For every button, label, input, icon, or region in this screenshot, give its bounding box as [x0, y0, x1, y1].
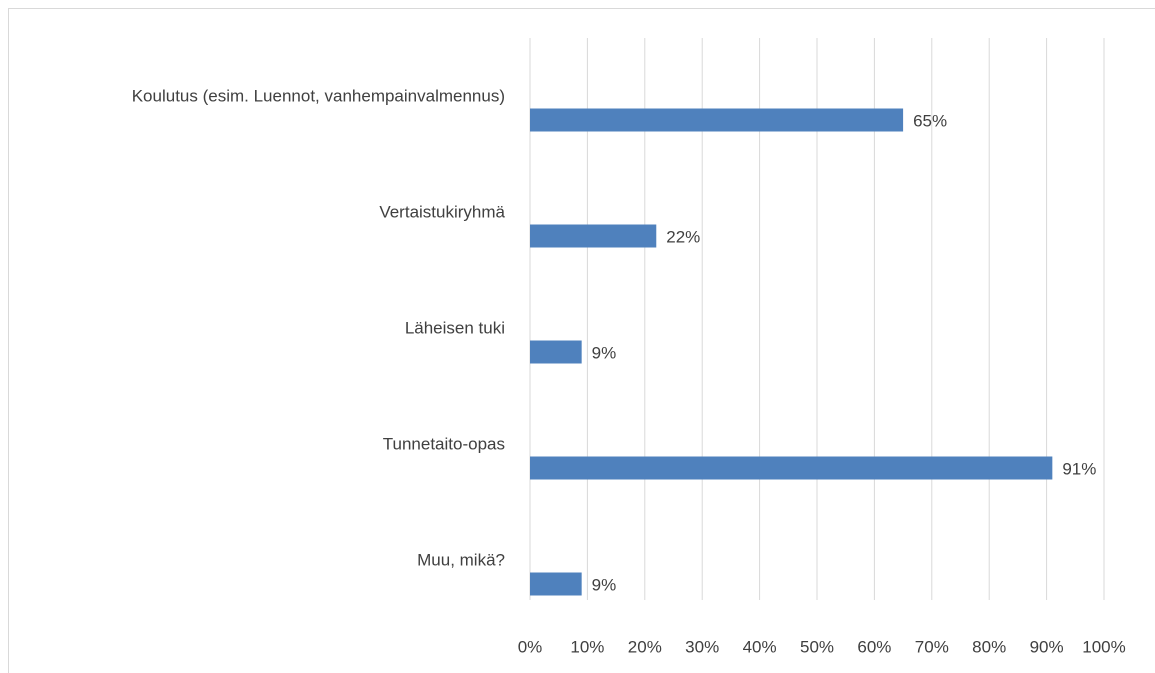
x-tick-label: 100%: [1082, 637, 1125, 656]
bar: [530, 108, 904, 132]
value-label: 91%: [1062, 459, 1096, 478]
value-label: 9%: [592, 575, 617, 594]
category-label: Läheisen tuki: [405, 318, 505, 337]
value-label: 22%: [666, 227, 700, 246]
value-label: 9%: [592, 343, 617, 362]
bar: [530, 340, 582, 364]
x-tick-label: 70%: [915, 637, 949, 656]
x-tick-label: 90%: [1030, 637, 1064, 656]
x-tick-label: 60%: [857, 637, 891, 656]
x-tick-label: 30%: [685, 637, 719, 656]
category-label: Muu, mikä?: [417, 550, 505, 569]
x-tick-label: 40%: [743, 637, 777, 656]
x-tick-label: 80%: [972, 637, 1006, 656]
category-label: Koulutus (esim. Luennot, vanhempainvalme…: [132, 86, 505, 105]
x-tick-label: 0%: [518, 637, 543, 656]
bar: [530, 572, 582, 596]
category-label: Tunnetaito-opas: [383, 434, 505, 453]
bar: [530, 224, 657, 248]
category-label: Vertaistukiryhmä: [379, 202, 505, 221]
x-tick-label: 50%: [800, 637, 834, 656]
value-label: 65%: [913, 111, 947, 130]
x-tick-label: 10%: [570, 637, 604, 656]
chart-frame: [8, 8, 1155, 673]
x-tick-label: 20%: [628, 637, 662, 656]
bar: [530, 456, 1053, 480]
